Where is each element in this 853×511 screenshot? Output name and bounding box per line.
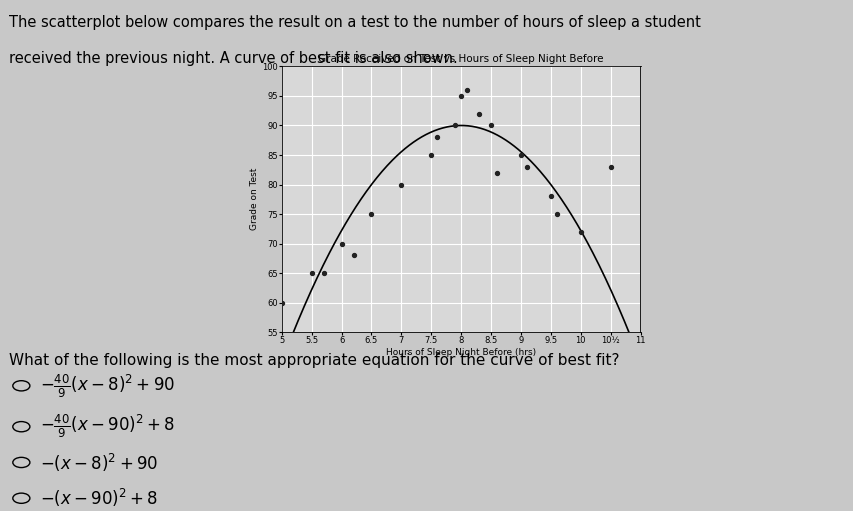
- X-axis label: Hours of Sleep Night Before (hrs): Hours of Sleep Night Before (hrs): [386, 348, 536, 357]
- Point: [448, 122, 461, 130]
- Point: [573, 228, 587, 236]
- Text: $-\frac{40}{9}(x-8)^2+90$: $-\frac{40}{9}(x-8)^2+90$: [40, 372, 175, 400]
- Text: $-(x-90)^2+8$: $-(x-90)^2+8$: [40, 487, 158, 509]
- Point: [519, 162, 533, 171]
- Point: [490, 169, 503, 177]
- Point: [514, 151, 527, 159]
- Title: Grade Received on Test vs Hours of Sleep Night Before: Grade Received on Test vs Hours of Sleep…: [318, 54, 603, 64]
- Point: [275, 298, 288, 307]
- Point: [316, 269, 330, 277]
- Text: $-\frac{40}{9}(x-90)^2+8$: $-\frac{40}{9}(x-90)^2+8$: [40, 413, 175, 440]
- Point: [472, 109, 485, 118]
- Point: [543, 192, 557, 200]
- Text: The scatterplot below compares the result on a test to the number of hours of sl: The scatterplot below compares the resul…: [9, 15, 699, 30]
- Point: [484, 122, 497, 130]
- Point: [364, 210, 378, 218]
- Point: [460, 86, 473, 94]
- Point: [424, 151, 438, 159]
- Text: $-(x-8)^2+90$: $-(x-8)^2+90$: [40, 451, 158, 474]
- Point: [334, 240, 348, 248]
- Text: received the previous night. A curve of best fit is also shown.: received the previous night. A curve of …: [9, 51, 456, 66]
- Point: [305, 269, 318, 277]
- Point: [454, 92, 467, 100]
- Point: [603, 162, 617, 171]
- Point: [430, 133, 444, 142]
- Text: What of the following is the most appropriate equation for the curve of best fit: What of the following is the most approp…: [9, 353, 618, 367]
- Y-axis label: Grade on Test: Grade on Test: [250, 168, 258, 230]
- Point: [549, 210, 563, 218]
- Point: [346, 251, 360, 260]
- Point: [394, 180, 408, 189]
